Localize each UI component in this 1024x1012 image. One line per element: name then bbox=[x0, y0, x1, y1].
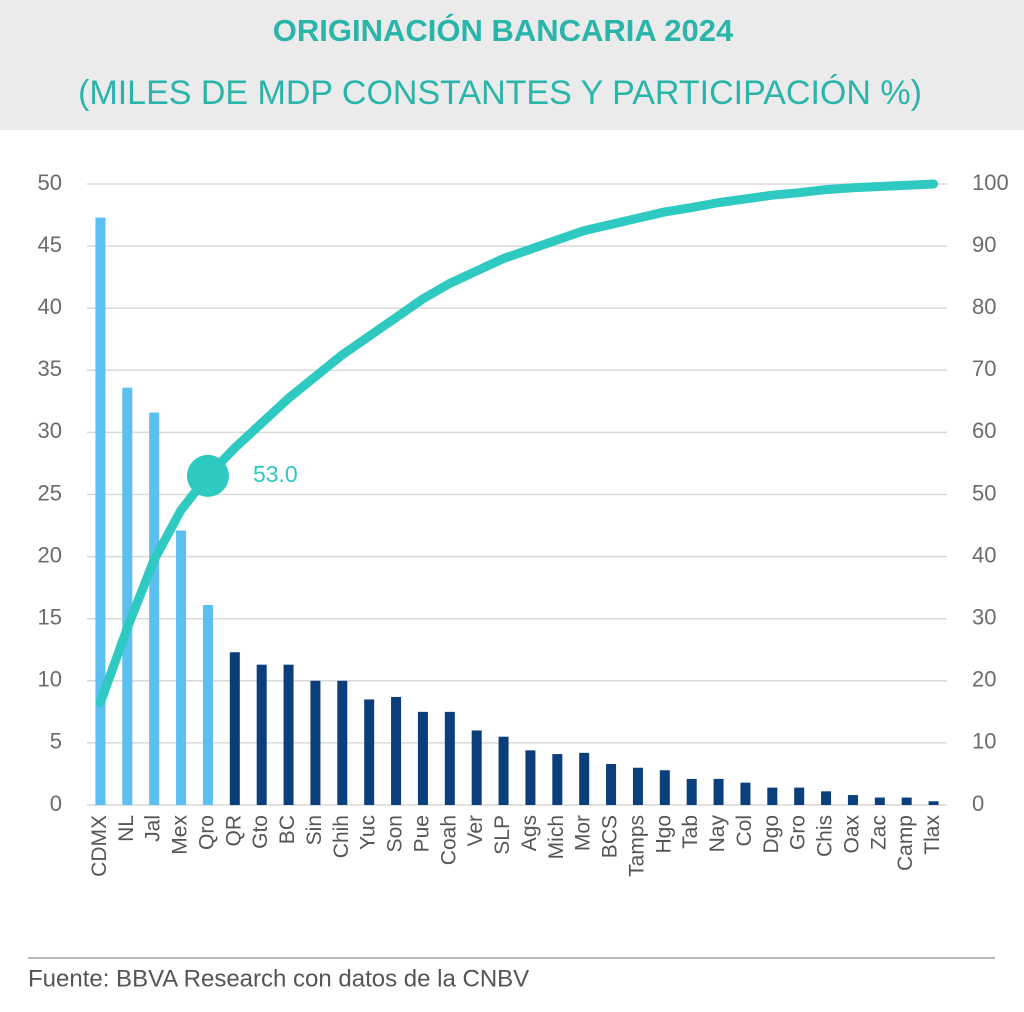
x-tick-label: NL bbox=[115, 815, 138, 842]
chart-title: ORIGINACIÓN BANCARIA 2024 bbox=[273, 12, 734, 48]
x-tick-label: Yuc bbox=[357, 815, 380, 850]
x-tick-label: Mex bbox=[169, 815, 192, 855]
x-tick-label: Jal bbox=[142, 815, 165, 842]
bar bbox=[740, 782, 751, 805]
y-tick-label: 0 bbox=[50, 791, 62, 816]
x-tick-label: Ags bbox=[518, 815, 541, 851]
y2-tick-label: 90 bbox=[972, 232, 996, 257]
x-tick-label: Dgo bbox=[760, 815, 783, 854]
x-tick-label: Camp bbox=[894, 815, 917, 871]
x-tick-label: CDMX bbox=[88, 815, 111, 877]
x-tick-label: Tab bbox=[679, 815, 702, 849]
bar bbox=[471, 730, 482, 805]
x-tick-label: Mor bbox=[572, 815, 595, 851]
chart-subtitle: (MILES DE MDP CONSTANTES Y PARTICIPACIÓN… bbox=[78, 74, 922, 112]
bar bbox=[176, 530, 187, 805]
bar bbox=[928, 801, 939, 805]
x-tick-label: Chis bbox=[814, 815, 837, 857]
y-tick-label: 15 bbox=[38, 605, 62, 630]
x-tick-label: BCS bbox=[599, 815, 622, 858]
x-tick-label: Col bbox=[733, 815, 756, 847]
bar bbox=[525, 750, 536, 805]
x-tick-label: SLP bbox=[491, 815, 514, 855]
bar bbox=[552, 754, 563, 805]
bar bbox=[337, 680, 348, 805]
bar bbox=[149, 412, 160, 805]
bar bbox=[122, 387, 133, 805]
bar bbox=[417, 711, 428, 805]
bar bbox=[632, 767, 643, 805]
bar bbox=[444, 711, 455, 805]
bar bbox=[498, 736, 509, 805]
x-tick-label: BC bbox=[276, 815, 299, 844]
x-tick-label: Gto bbox=[249, 815, 272, 849]
x-tick-label: Tamps bbox=[625, 815, 648, 877]
y2-tick-label: 0 bbox=[972, 791, 984, 816]
bar bbox=[659, 770, 670, 805]
x-tick-label: Son bbox=[384, 815, 407, 852]
bar bbox=[579, 752, 590, 805]
y2-tick-label: 70 bbox=[972, 356, 996, 381]
x-tick-label: Pue bbox=[410, 815, 433, 852]
bar bbox=[364, 699, 375, 805]
source-note: Fuente: BBVA Research con datos de la CN… bbox=[28, 965, 529, 992]
x-tick-label: Mich bbox=[545, 815, 568, 859]
y2-tick-label: 40 bbox=[972, 542, 996, 567]
x-tick-label: Ver bbox=[464, 815, 487, 847]
y2-tick-label: 100 bbox=[972, 170, 1009, 195]
line-marker bbox=[186, 454, 229, 497]
x-tick-label: Sin bbox=[303, 815, 326, 845]
y-tick-label: 50 bbox=[38, 170, 62, 195]
header-band bbox=[0, 0, 1024, 130]
y2-tick-label: 50 bbox=[972, 480, 996, 505]
bar bbox=[713, 778, 724, 805]
cumulative-line bbox=[95, 179, 939, 708]
y-tick-label: 25 bbox=[38, 480, 62, 505]
y-tick-label: 30 bbox=[38, 418, 62, 443]
y2-tick-label: 10 bbox=[972, 729, 996, 754]
bar bbox=[794, 787, 805, 805]
x-tick-label: Hgo bbox=[652, 815, 675, 854]
bar bbox=[229, 652, 240, 805]
bar bbox=[821, 791, 832, 805]
bar bbox=[391, 696, 402, 805]
bar bbox=[874, 797, 885, 805]
bar bbox=[202, 605, 213, 805]
line-value-label: 53.0 bbox=[253, 461, 298, 487]
x-tick-label: Chih bbox=[330, 815, 353, 858]
y2-tick-label: 30 bbox=[972, 605, 996, 630]
bar bbox=[256, 664, 267, 805]
y-tick-label: 40 bbox=[38, 294, 62, 319]
x-tick-label: Nay bbox=[706, 815, 729, 853]
bar bbox=[606, 764, 617, 805]
x-tick-label: Zac bbox=[867, 815, 890, 850]
bar bbox=[95, 217, 106, 805]
bar bbox=[686, 778, 697, 805]
y-tick-label: 5 bbox=[50, 729, 62, 754]
bar bbox=[767, 787, 778, 805]
y-tick-label: 20 bbox=[38, 542, 62, 567]
y-tick-label: 10 bbox=[38, 667, 62, 692]
y-tick-label: 35 bbox=[38, 356, 62, 381]
x-tick-label: Coah bbox=[437, 815, 460, 865]
y2-tick-label: 60 bbox=[972, 418, 996, 443]
x-tick-label: QR bbox=[222, 815, 245, 847]
bar bbox=[310, 680, 321, 805]
bar bbox=[283, 664, 294, 805]
y2-tick-label: 20 bbox=[972, 667, 996, 692]
y-tick-label: 45 bbox=[38, 232, 62, 257]
x-tick-label: Oax bbox=[840, 815, 863, 854]
bar bbox=[901, 797, 912, 805]
x-tick-label: Qro bbox=[195, 815, 218, 850]
bar bbox=[847, 795, 858, 805]
y2-tick-label: 80 bbox=[972, 294, 996, 319]
x-tick-label: Tlax bbox=[921, 815, 944, 855]
x-tick-label: Gro bbox=[787, 815, 810, 850]
